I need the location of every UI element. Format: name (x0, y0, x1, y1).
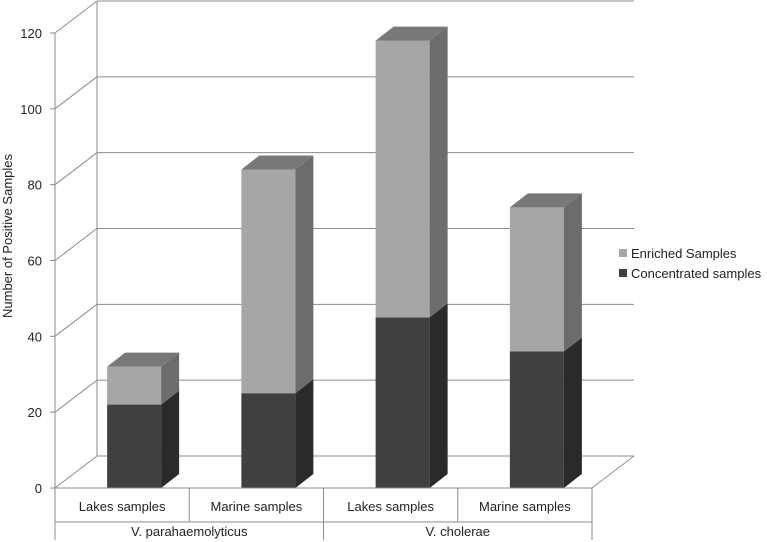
bar-segment (107, 352, 180, 405)
bar-side (429, 26, 448, 318)
x-category-label: Marine samples (210, 499, 302, 514)
y-tick-label: 120 (20, 26, 42, 41)
bar-face (241, 393, 296, 488)
bar-side (161, 390, 180, 488)
y-tick-label: 20 (28, 405, 42, 420)
x-category-label: Lakes samples (79, 499, 166, 514)
bar-side (295, 379, 314, 488)
bar-segment (509, 337, 582, 488)
legend-label: Enriched Samples (631, 246, 737, 261)
bar-top (375, 26, 448, 41)
x-category-label: Marine samples (479, 499, 571, 514)
x-group-label: V. parahaemolyticus (131, 524, 248, 539)
bar-side (161, 352, 180, 405)
bar-face (107, 366, 162, 405)
x-group-label: V. cholerae (425, 524, 490, 539)
bar-segment (107, 390, 180, 488)
bar-top (509, 193, 582, 208)
gridline-side (54, 152, 98, 186)
gridline-side (54, 228, 98, 261)
gridline-side (54, 303, 98, 337)
legend-swatch (619, 249, 627, 257)
bar-face (375, 40, 430, 318)
floor-right-edge (591, 455, 635, 489)
y-axis-ticks: 0 20 40 60 80 100 120 (20, 26, 55, 496)
bar-face (241, 169, 296, 394)
bar-segment (241, 379, 314, 488)
bar-side (563, 337, 582, 488)
bar-side (563, 193, 582, 352)
legend-label: Concentrated samples (631, 266, 762, 281)
gridline-side (54, 76, 98, 110)
bar-segment (375, 26, 448, 318)
y-axis-title: Number of Positive Samples (0, 153, 15, 318)
bar-top (107, 352, 180, 367)
y-tick-label: 40 (28, 329, 42, 344)
gridline-side (54, 455, 98, 489)
x-category-label: Lakes samples (347, 499, 434, 514)
bar-face (375, 317, 430, 488)
x-axis: Lakes samples Marine samples Lakes samples… (54, 487, 593, 540)
gridline-side (54, 0, 98, 34)
bar-face (107, 404, 162, 488)
bar-segment (241, 155, 314, 394)
gridline-side (54, 379, 98, 413)
bar-side (295, 155, 314, 394)
y-tick-label: 0 (35, 481, 42, 496)
bar-segment (375, 303, 448, 488)
legend: Enriched Samples Concentrated samples (619, 246, 762, 281)
bar-side (429, 303, 448, 488)
bar-face (509, 207, 564, 352)
bar-top (241, 155, 314, 170)
bars (107, 26, 582, 488)
bar-segment (509, 193, 582, 352)
legend-item: Concentrated samples (619, 266, 762, 281)
legend-item: Enriched Samples (619, 246, 737, 261)
legend-swatch (619, 269, 627, 277)
gridlines (54, 0, 634, 489)
y-tick-label: 100 (20, 102, 42, 117)
bar-face (509, 351, 564, 488)
y-tick-label: 80 (28, 178, 42, 193)
y-tick-label: 60 (28, 254, 42, 269)
